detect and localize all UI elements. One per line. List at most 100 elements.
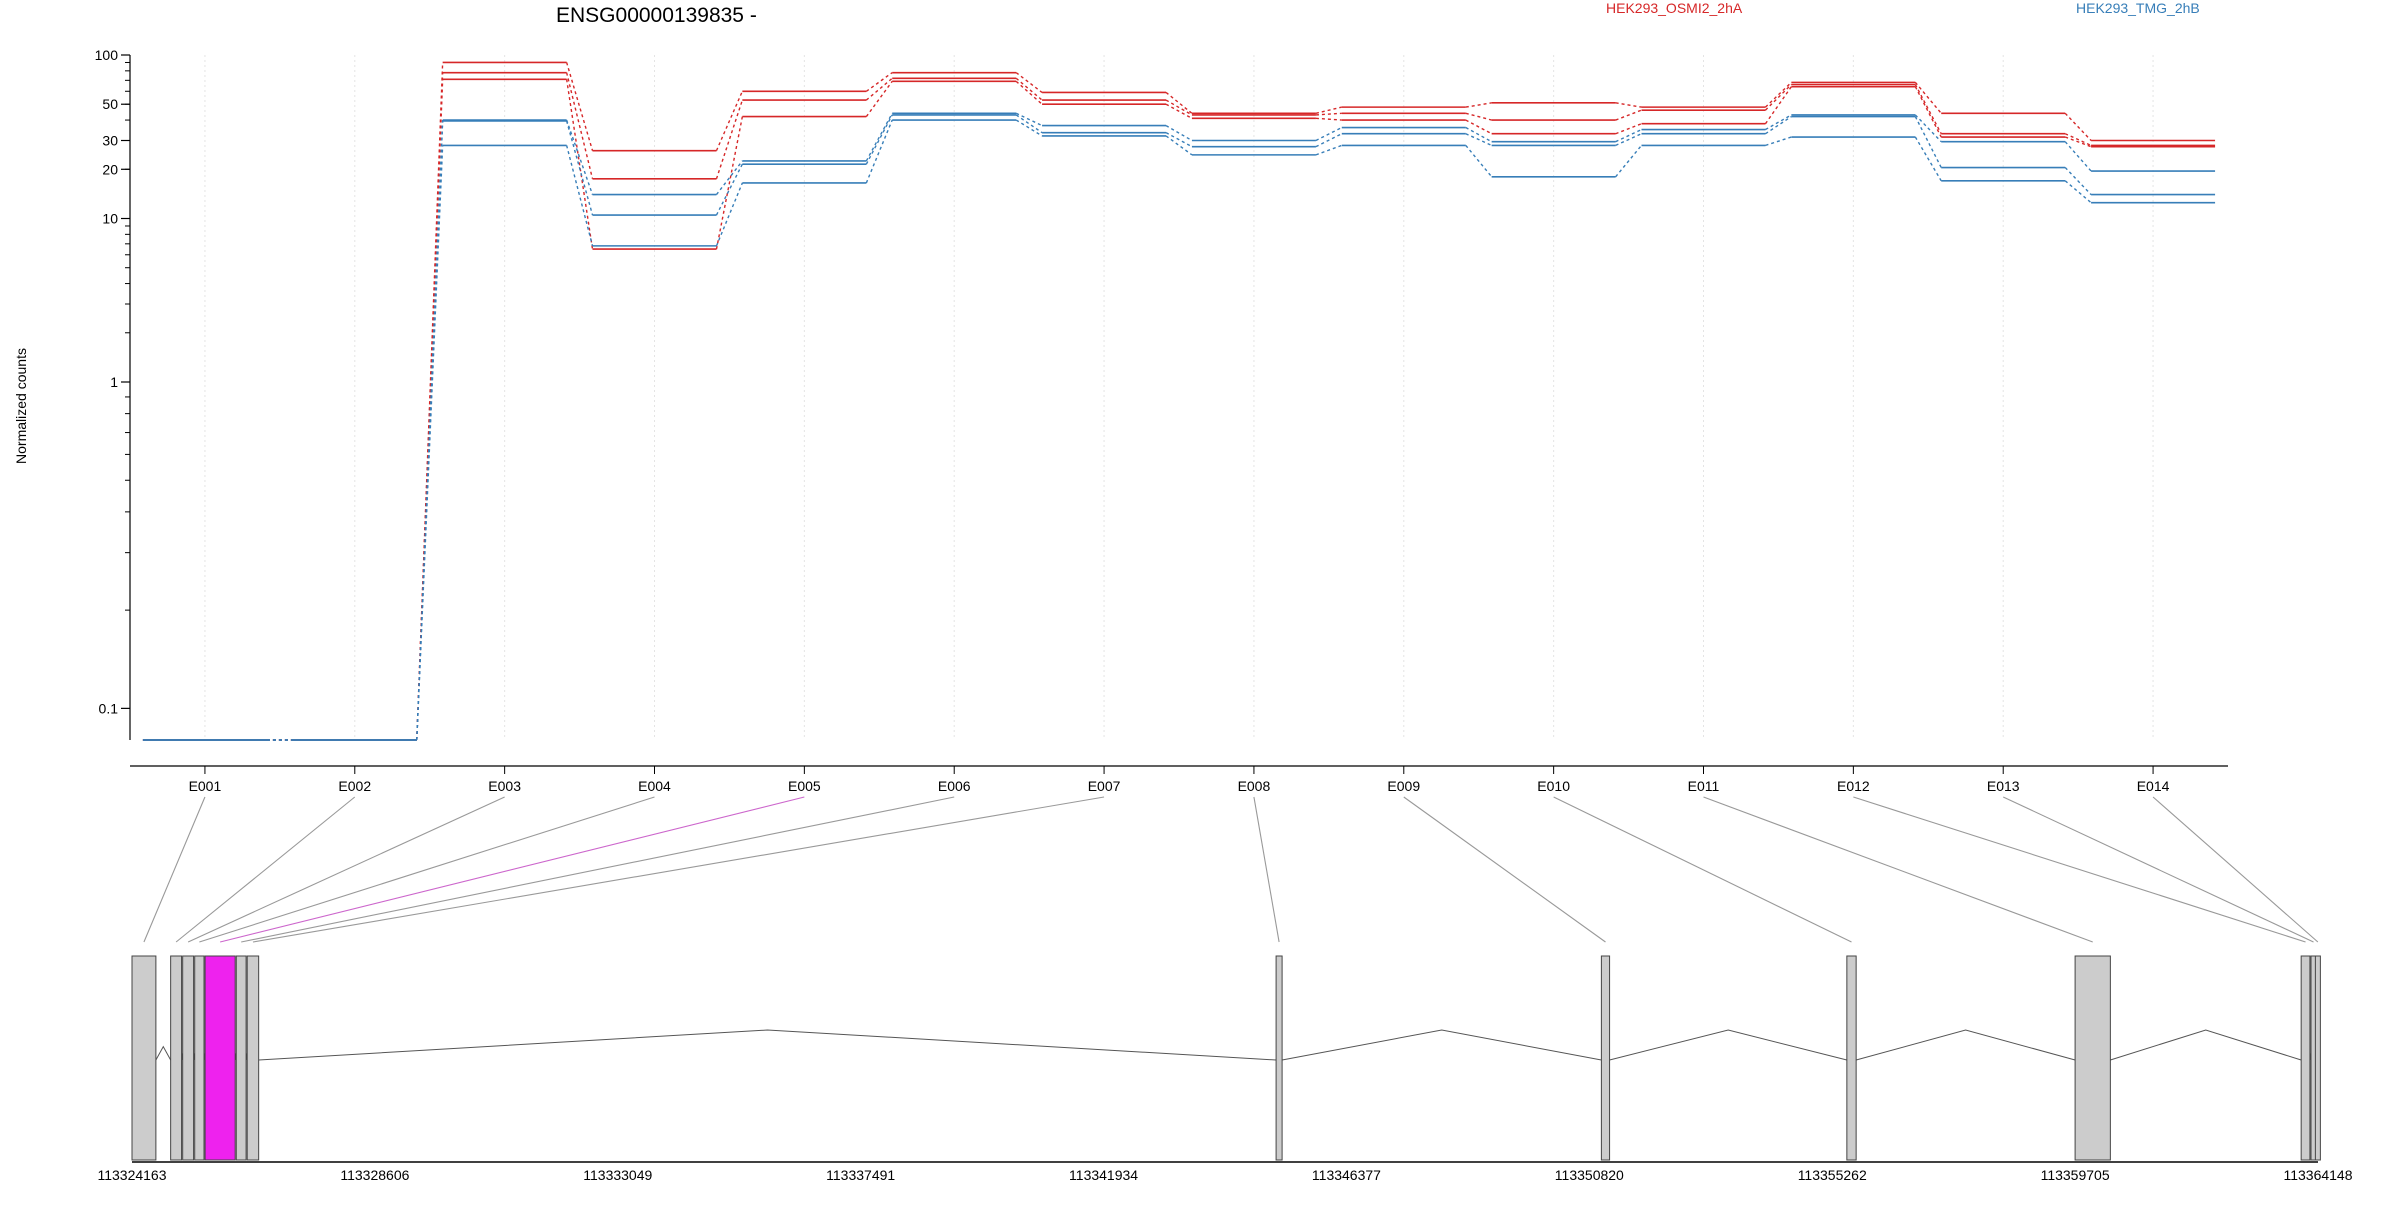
series-connector <box>715 182 744 247</box>
connector-E014 <box>2152 796 2319 943</box>
intron-line <box>2110 1029 2302 1061</box>
x-tick-label: E007 <box>1088 778 1121 794</box>
intron-line <box>1609 1029 1847 1061</box>
series-connector <box>865 114 893 165</box>
connector-E010 <box>1553 796 1852 943</box>
series-connector <box>2064 141 2092 172</box>
series-connector <box>1315 112 1342 116</box>
intron-line <box>258 1029 1277 1061</box>
series-connector <box>565 79 594 250</box>
x-tick-label: E011 <box>1688 778 1720 794</box>
series-connector <box>2064 180 2092 204</box>
series-connector <box>715 160 743 196</box>
exon-block-E006 <box>235 955 247 1161</box>
y-tick-label: 30 <box>102 132 118 148</box>
exon-block-E003 <box>182 955 195 1161</box>
y-tick-label: 20 <box>102 161 118 177</box>
series-connector <box>1914 136 1942 182</box>
series-connector <box>1015 114 1043 134</box>
series-connector <box>1165 91 1193 114</box>
x-tick-label: E012 <box>1837 778 1870 794</box>
connector-E008 <box>1253 796 1280 943</box>
series-connector <box>1465 119 1492 135</box>
series-connector <box>2064 133 2092 147</box>
x-tick-label: E008 <box>1238 778 1271 794</box>
series-connector <box>1765 84 1792 111</box>
y-tick-label: 0.1 <box>99 700 119 716</box>
exon-block-E009 <box>1600 955 1611 1161</box>
y-tick-label: 50 <box>102 96 118 112</box>
series-connector <box>2064 136 2092 148</box>
series-HEK293_OSMI2_2hA-0 <box>142 61 2216 741</box>
y-tick-label: 10 <box>102 211 118 227</box>
connector-E005 <box>219 796 805 943</box>
series-connector <box>1615 144 1643 178</box>
genomic-coordinate-label: 113324163 <box>97 1167 166 1183</box>
series-connector <box>1315 126 1343 142</box>
legend-label-tmg: HEK293_TMG_2hB <box>2076 0 2200 16</box>
connector-E004 <box>199 796 655 943</box>
series-connector <box>1765 81 1792 108</box>
series-connector <box>865 77 893 101</box>
connector-E002 <box>175 796 356 943</box>
series-connector <box>1015 119 1043 137</box>
exon-block-E001 <box>131 955 157 1161</box>
series-HEK293_TMG_2hB-4 <box>142 114 2216 741</box>
genomic-coordinate-label: 113328606 <box>340 1167 409 1183</box>
genomic-coordinate-label: 113346377 <box>1312 1167 1381 1183</box>
series-connector <box>1765 114 1792 131</box>
series-connector <box>1465 102 1492 108</box>
chart-title: ENSG00000139835 - <box>556 4 757 27</box>
exon-block-E010 <box>1846 955 1857 1161</box>
genomic-coordinate-label: 113364148 <box>2283 1167 2352 1183</box>
y-tick-label: 1 <box>110 374 118 390</box>
series-HEK293_OSMI2_2hA-2 <box>142 78 2216 741</box>
series-connector <box>416 120 444 741</box>
series-connector <box>1764 86 1792 125</box>
series-connector <box>1315 144 1343 156</box>
genomic-coordinate-label: 113333049 <box>583 1167 652 1183</box>
series-connector <box>565 62 594 151</box>
series-connector <box>1315 117 1342 121</box>
series-connector <box>715 90 743 151</box>
x-tick-label: E009 <box>1387 778 1420 794</box>
series-connector <box>565 72 594 179</box>
series-connector <box>1615 102 1642 108</box>
exon-block-E014 <box>2314 955 2321 1161</box>
series-connector <box>1015 77 1043 101</box>
exon-block-E007 <box>246 955 260 1161</box>
series-connector <box>865 80 893 118</box>
gene-model: 113324163 113328606 113333049 113337491 1133… <box>97 955 2353 1183</box>
series-connector <box>1165 135 1193 156</box>
series-connector <box>1765 116 1792 135</box>
connector-E013 <box>2002 796 2314 943</box>
series-HEK293_TMG_2hB-3 <box>142 112 2216 741</box>
series-connector <box>1615 123 1642 135</box>
grid-lines <box>204 55 2154 740</box>
x-tick-label: E003 <box>488 778 521 794</box>
series-connector <box>1165 132 1193 148</box>
x-tick-label: E010 <box>1537 778 1570 794</box>
series-connector <box>715 99 744 179</box>
x-tick-label: E001 <box>189 778 222 794</box>
series-connector <box>2064 112 2092 141</box>
y-tick-label: 100 <box>95 47 119 63</box>
series-connector <box>1465 126 1492 143</box>
y-axis: 0.1 1 10 20 30 50 100 <box>95 47 131 740</box>
x-axis: E001 E002 E003 E004 E005 E006 E007 E008 E009 E010… <box>130 765 2228 794</box>
x-tick-label: E002 <box>338 778 371 794</box>
series-connector <box>1015 112 1043 127</box>
series-connector <box>1465 133 1492 147</box>
genomic-coordinate-label: 113355262 <box>1798 1167 1867 1183</box>
exon-block-E012 <box>2300 955 2311 1161</box>
genomic-coordinate-label: 113341934 <box>1069 1167 1138 1183</box>
intron-line <box>155 1045 172 1061</box>
series-connector <box>1315 106 1342 114</box>
connector-E001 <box>143 796 206 943</box>
series-HEK293_OSMI2_2hA-1 <box>142 71 2216 741</box>
series-connector <box>715 116 744 250</box>
x-tick-label: E005 <box>788 778 821 794</box>
series-connector <box>565 120 594 216</box>
